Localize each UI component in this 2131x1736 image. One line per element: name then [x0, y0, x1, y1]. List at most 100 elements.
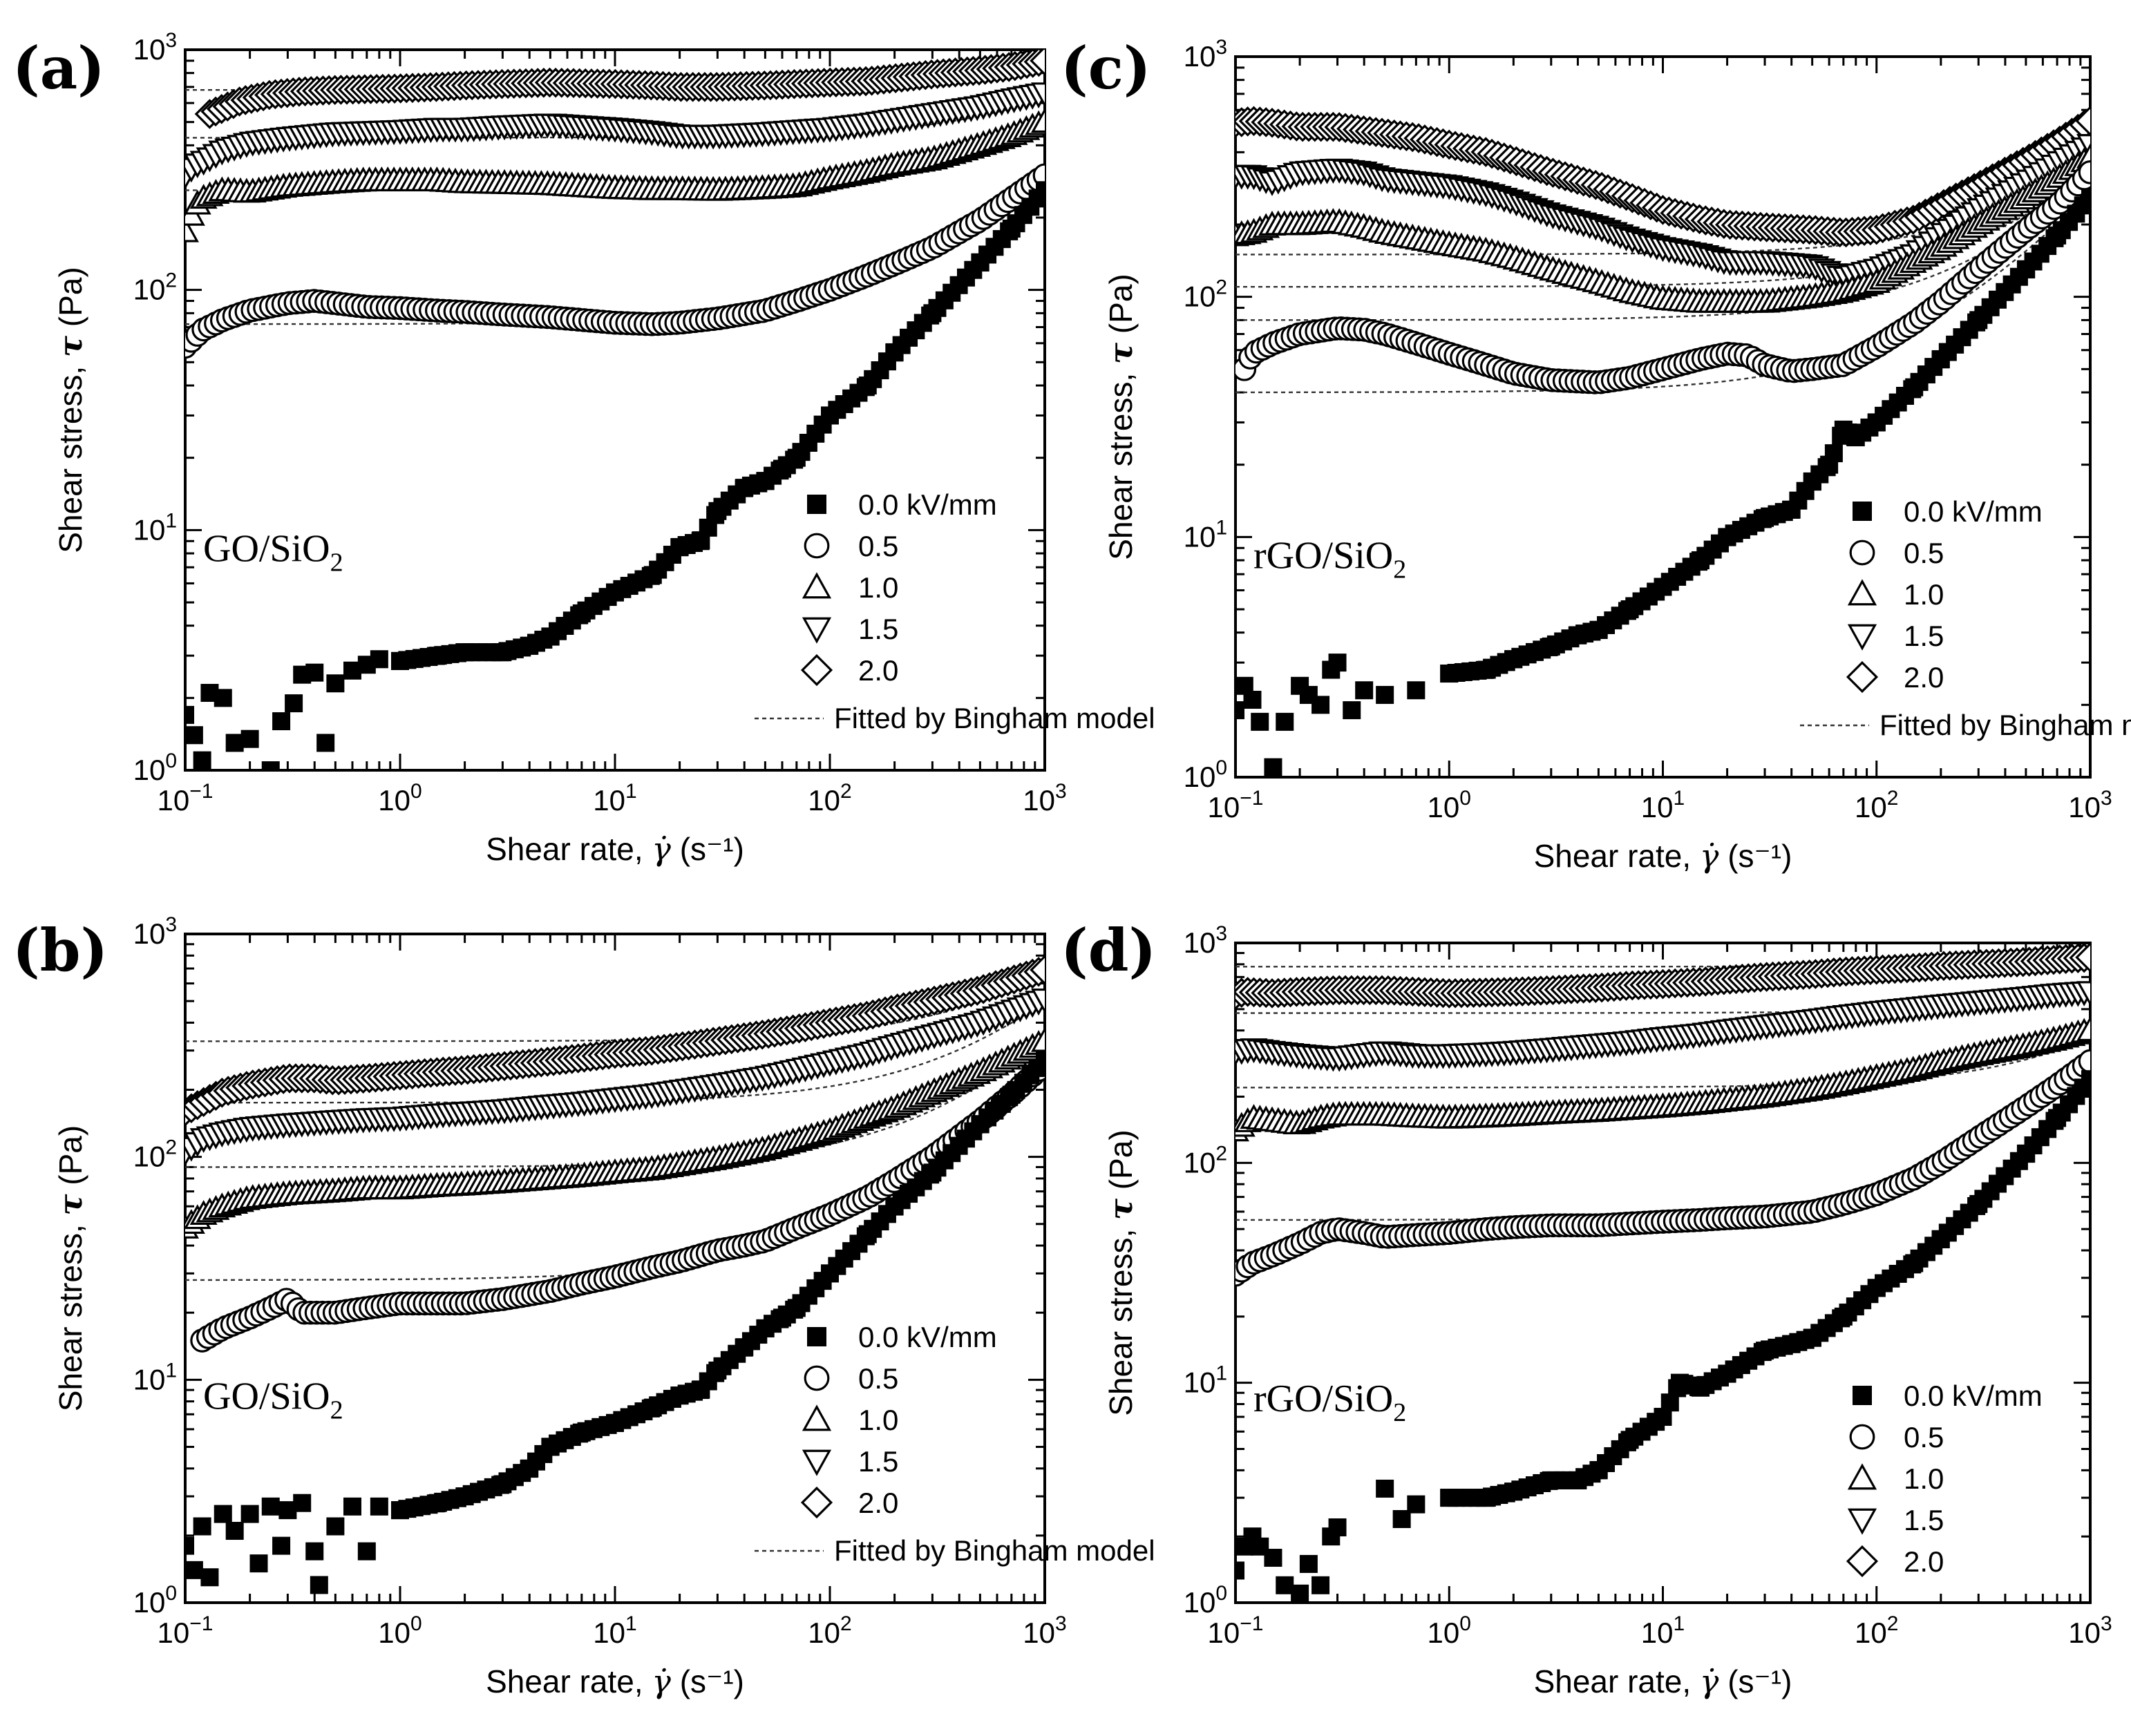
data-point: [214, 689, 232, 707]
y-tick-label: 101: [133, 509, 177, 546]
panel-label: (a): [12, 34, 105, 102]
legend-marker: [807, 1327, 826, 1346]
sample-label: rGO/SiO2: [1253, 1377, 1406, 1427]
data-point: [1407, 681, 1426, 700]
y-tick-label: 100: [133, 750, 177, 786]
bingham-fit-line: [1235, 956, 2090, 968]
data-point: [1243, 690, 1262, 709]
legend-label: 0.5: [1904, 537, 1944, 569]
series-2-0: [1235, 943, 2090, 1011]
legend-marker: [1849, 540, 1875, 566]
data-point: [1036, 181, 1045, 200]
data-point: [1824, 444, 1843, 463]
legend-label: 1.0: [1904, 578, 1944, 611]
x-tick-label: 10−1: [1208, 787, 1264, 823]
data-point: [1343, 701, 1361, 720]
legend: 0.0 kV/mm 0.5 1.0 1.5 2.0: [1846, 1380, 2043, 1578]
legend-marker: [1846, 1545, 1879, 1578]
panel-label: (d): [1061, 916, 1156, 984]
legend-marker: [1847, 1463, 1877, 1490]
y-tick-label: 100: [1184, 756, 1227, 793]
x-tick-label: 10−1: [1208, 1612, 1264, 1649]
data-point: [293, 1494, 312, 1512]
data-point: [2076, 134, 2090, 159]
data-point: [305, 663, 324, 682]
axis-ticks: [1234, 55, 2092, 779]
y-tick-label: 101: [133, 1359, 177, 1395]
panel-label: (b): [12, 916, 108, 984]
data-point: [272, 1536, 291, 1555]
data-point: [1031, 82, 1045, 108]
data-point: [1311, 1576, 1330, 1594]
data-point: [272, 712, 291, 731]
data-point: [326, 1517, 345, 1536]
legend-marker: [1849, 1424, 1875, 1450]
data-point: [370, 1497, 388, 1516]
data-point: [214, 1505, 232, 1523]
data-point: [1311, 696, 1330, 714]
legend-marker: [800, 654, 833, 687]
data-point: [1328, 1518, 1347, 1536]
data-point: [1235, 701, 1244, 720]
legend-marker: [1847, 1508, 1877, 1535]
data-point: [1031, 988, 1045, 1013]
data-point: [2076, 981, 2090, 1007]
data-point: [1032, 163, 1045, 188]
legend-marker: [1847, 624, 1877, 651]
x-tick-label: 103: [2068, 1612, 2112, 1649]
data-point: [305, 1542, 324, 1561]
data-point: [1299, 1554, 1318, 1573]
x-tick-label: 102: [1855, 1612, 1898, 1649]
series-1-5: [1235, 981, 2090, 1072]
legend-label: 1.0: [858, 1404, 898, 1436]
y-tick-label: 102: [133, 1136, 177, 1173]
legend-marker: [804, 533, 830, 559]
legend-marker: [802, 1404, 832, 1431]
legend-marker: [800, 1486, 833, 1519]
y-tick-label: 103: [133, 913, 177, 950]
data-point: [261, 1497, 280, 1516]
sample-label: rGO/SiO2: [1253, 535, 1406, 584]
data-point: [2078, 160, 2090, 184]
data-point: [370, 650, 388, 669]
data-point: [1264, 1549, 1282, 1567]
series-1-5: [185, 988, 1045, 1167]
sample-label: GO/SiO2: [203, 1375, 343, 1424]
legend-label: 1.0: [858, 571, 898, 604]
series-0-5: [1235, 160, 2090, 394]
series-1-0: [185, 108, 1045, 242]
legend-label: 0.0 kV/mm: [858, 1321, 997, 1353]
x-tick-label: 102: [808, 780, 851, 817]
plot-area: [1235, 106, 2090, 776]
y-tick-label: 101: [1184, 1362, 1227, 1399]
legend-marker: [807, 495, 826, 514]
legend-label: 0.5: [858, 1362, 898, 1395]
data-point: [2075, 106, 2090, 136]
legend-marker: [1846, 660, 1879, 694]
legend-marker: [802, 617, 832, 644]
data-point: [285, 694, 303, 713]
x-tick-label: 100: [1428, 1612, 1471, 1649]
x-axis-title: Shear rate, γ̇ (s⁻¹): [1534, 837, 1792, 875]
x-axis-title: Shear rate, γ̇ (s⁻¹): [486, 1663, 744, 1700]
plot-area: [185, 955, 1045, 1594]
legend-label: 0.0 kV/mm: [1904, 495, 2043, 528]
y-axis-title: Shear stress, τ (Pa): [1102, 274, 1139, 560]
y-axis-title: Shear stress, τ (Pa): [1102, 1129, 1139, 1415]
legend-label: 0.5: [858, 530, 898, 562]
data-point: [1031, 1027, 1045, 1052]
data-point: [326, 674, 345, 693]
series-1-0: [185, 1027, 1045, 1239]
data-point: [185, 705, 194, 724]
y-tick-label: 101: [1184, 516, 1227, 553]
legend-fit-label: Fitted by Bingham model: [834, 1534, 1155, 1567]
series-1-5: [185, 82, 1045, 190]
data-point: [2075, 943, 2090, 973]
legend-label: 1.5: [1904, 620, 1944, 652]
legend-label: 1.5: [858, 1445, 898, 1478]
data-point: [1030, 50, 1045, 76]
data-point: [193, 751, 211, 770]
y-tick-label: 103: [1184, 36, 1227, 73]
